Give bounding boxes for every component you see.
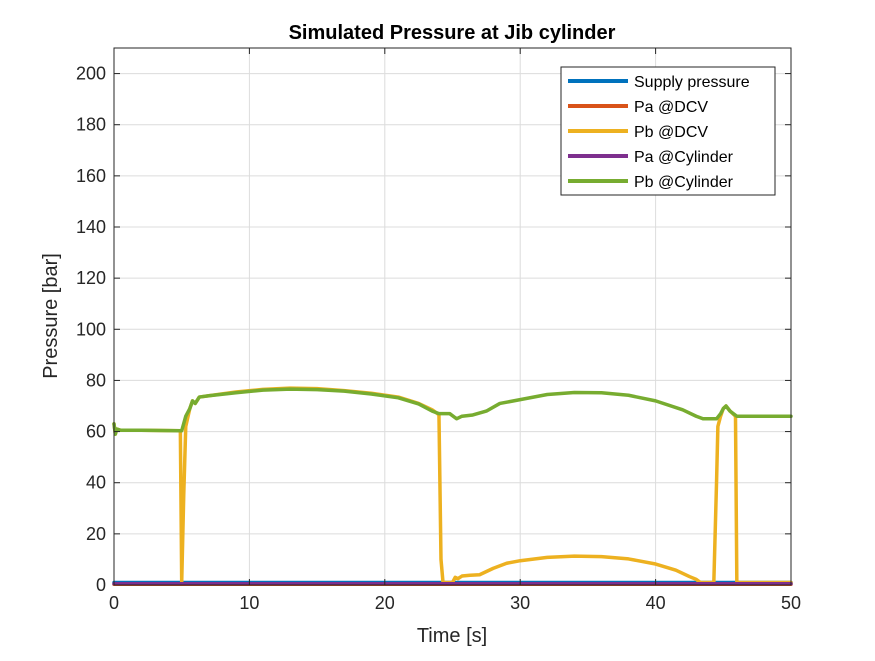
tick-layer: 0 10 20 30 40 50 0 20 40 60 80 100 120 140 160 180 200	[76, 48, 801, 613]
x-axis-label: Time [s]	[417, 625, 487, 647]
series-line-pb-cylinder	[112, 387, 793, 436]
legend-entry-label: Pb @Cylinder	[634, 174, 734, 191]
legend-entry-label: Pb @DCV	[634, 124, 708, 141]
y-tick-label: 100	[76, 319, 106, 339]
x-tick-label: 20	[375, 593, 395, 613]
legend: Supply pressure Pa @DCV Pb @DCV Pa @Cylinde…	[560, 66, 776, 196]
legend-entry-label: Pa @DCV	[634, 99, 708, 116]
x-tick-label: 0	[109, 593, 119, 613]
x-tick-label: 40	[646, 593, 666, 613]
grid-layer	[113, 48, 792, 586]
y-tick-label: 200	[76, 64, 106, 84]
x-tick-label: 50	[781, 593, 801, 613]
y-axis-label: Pressure [bar]	[40, 253, 62, 379]
y-tick-label: 120	[76, 268, 106, 288]
y-tick-label: 60	[86, 422, 106, 442]
legend-entry-label: Pa @Cylinder	[634, 149, 734, 166]
y-tick-label: 40	[86, 473, 106, 493]
legend-entry-label: Supply pressure	[634, 74, 750, 91]
chart-title: Simulated Pressure at Jib cylinder	[289, 22, 616, 44]
x-tick-label: 10	[239, 593, 259, 613]
series-layer	[112, 386, 793, 586]
x-tick-label: 30	[510, 593, 530, 613]
y-tick-label: 180	[76, 115, 106, 135]
y-tick-label: 0	[96, 575, 106, 595]
y-tick-label: 20	[86, 524, 106, 544]
y-tick-label: 80	[86, 370, 106, 390]
plot-frame	[113, 47, 792, 586]
y-tick-label: 140	[76, 217, 106, 237]
y-tick-label: 160	[76, 166, 106, 186]
